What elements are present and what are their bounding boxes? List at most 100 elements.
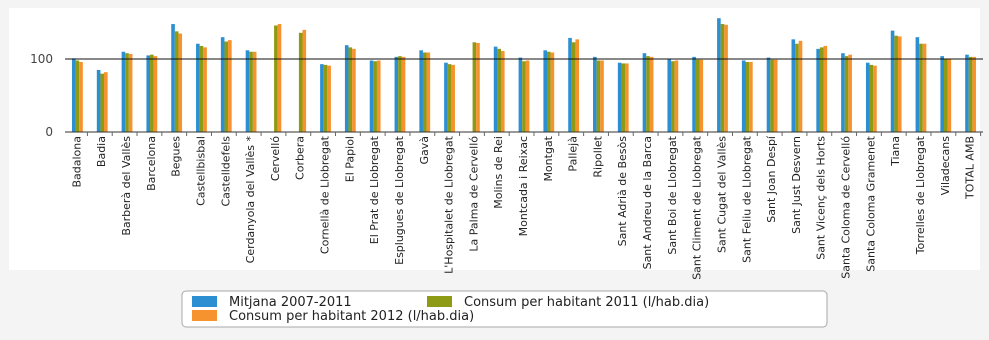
- bar: [522, 61, 526, 132]
- bar: [75, 60, 80, 132]
- bar: [323, 64, 328, 132]
- bar: [671, 61, 675, 132]
- bar: [625, 63, 629, 132]
- bar: [249, 51, 253, 133]
- bar: [327, 65, 331, 132]
- bar: [795, 43, 799, 132]
- bar: [724, 24, 728, 133]
- bar: [125, 53, 129, 132]
- axes: 0 100: [30, 52, 983, 139]
- bar: [575, 39, 580, 132]
- bar: [298, 32, 303, 132]
- bar: [543, 50, 548, 133]
- bar: [745, 61, 750, 133]
- bar: [100, 73, 105, 132]
- bars: [72, 18, 976, 133]
- bar: [749, 61, 753, 133]
- bar: [600, 60, 604, 132]
- category-label: Sant Climent de Llobregat: [691, 135, 704, 279]
- category-label: Gavà: [418, 136, 431, 165]
- bar: [444, 62, 448, 132]
- legend-label-0: Mitjana 2007-2011: [229, 295, 352, 310]
- legend-swatch-0: [192, 296, 217, 307]
- bar: [717, 18, 721, 132]
- bar: [146, 55, 151, 132]
- legend-box: [181, 290, 828, 328]
- category-label: Castelldefels: [219, 136, 232, 207]
- category-label: Badia: [95, 136, 108, 167]
- bar: [320, 64, 324, 132]
- bar: [741, 60, 746, 132]
- bar: [476, 43, 480, 133]
- bar: [823, 45, 828, 132]
- bar: [947, 59, 952, 133]
- y-tick-label: 100: [30, 52, 53, 66]
- category-label: Viladecans: [939, 136, 952, 196]
- bar: [394, 56, 399, 133]
- bar: [376, 60, 381, 132]
- category-label: Ripollet: [591, 135, 604, 177]
- bar: [344, 45, 349, 133]
- bar: [674, 60, 679, 132]
- bar: [401, 56, 406, 133]
- bar: [472, 42, 477, 132]
- category-label: Sant Andreu de la Barca: [641, 136, 654, 269]
- bar: [695, 59, 700, 132]
- bar: [398, 56, 402, 132]
- category-label: Sant Just Desvern: [790, 136, 803, 234]
- bar: [720, 24, 725, 132]
- bar: [865, 62, 870, 132]
- bar: [919, 43, 923, 132]
- bar: [841, 53, 845, 132]
- legend-swatch-1: [427, 296, 452, 307]
- bar: [667, 59, 672, 133]
- bar: [493, 46, 498, 132]
- category-label: Cervelló: [269, 136, 282, 181]
- category-label: Sant Adrià de Besòs: [616, 136, 629, 247]
- bar: [153, 56, 158, 132]
- category-label: Cornellà de Llobregat: [319, 135, 332, 254]
- legend-label-1: Consum per habitant 2011 (l/hab.dia): [464, 295, 709, 310]
- category-label: La Palma de Cervelló: [467, 136, 480, 252]
- bar: [72, 58, 76, 132]
- category-label: Sant Cugat del Vallès: [715, 136, 728, 253]
- category-label: El Prat de Llobregat: [368, 135, 381, 244]
- bar: [525, 60, 530, 132]
- legend-swatch-2: [192, 310, 217, 321]
- category-label: Barcelona: [145, 136, 158, 191]
- category-labels: Badalona Badia Barberà del Vallès Barcelona…: [70, 135, 976, 280]
- category-label: Cerdanyola del Vallès *: [244, 136, 257, 264]
- bar: [617, 62, 622, 132]
- bar: [894, 35, 898, 132]
- bar: [518, 57, 523, 132]
- bar: [897, 36, 902, 133]
- bar: [766, 57, 771, 132]
- category-label: Montgat: [542, 135, 555, 181]
- bar: [352, 48, 356, 132]
- bar: [245, 50, 250, 133]
- bar: [568, 37, 572, 132]
- category-label: El Papiol: [343, 136, 356, 182]
- category-label: Pallejà: [567, 136, 580, 172]
- bar: [178, 33, 183, 132]
- bar: [972, 56, 976, 133]
- bar: [922, 43, 927, 132]
- bar: [373, 61, 377, 132]
- bar: [873, 65, 877, 132]
- bar: [79, 61, 83, 133]
- category-label: Santa Coloma de Cervelló: [840, 136, 853, 279]
- category-label: Corbera: [294, 136, 307, 180]
- category-label: Montcada i Reixac: [517, 136, 530, 236]
- category-label: Badalona: [70, 136, 83, 188]
- bar: [621, 63, 626, 132]
- bar: [844, 56, 849, 132]
- bar: [150, 54, 154, 132]
- bar: [302, 29, 307, 133]
- bar: [228, 40, 232, 133]
- bar: [500, 51, 505, 132]
- bar: [96, 70, 101, 132]
- bar: [791, 39, 796, 132]
- legend-label-2: Consum per habitant 2012 (l/hab.dia): [229, 309, 474, 324]
